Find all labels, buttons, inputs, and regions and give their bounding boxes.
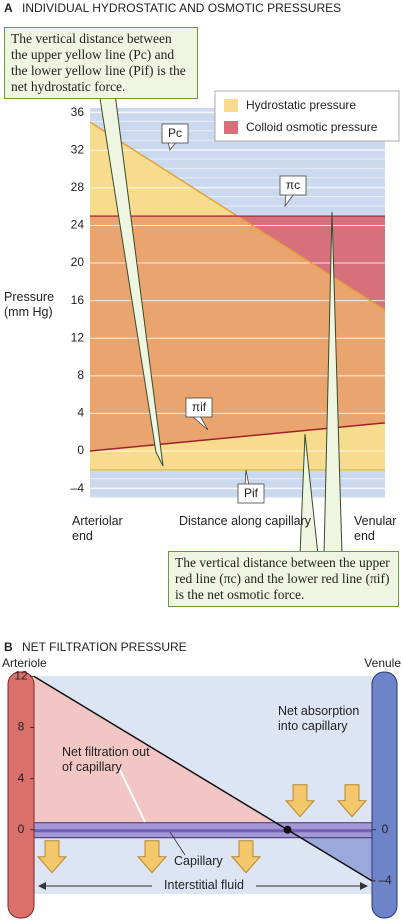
net-pressure-line xyxy=(33,675,373,882)
y-tick-label: 32 xyxy=(71,142,85,156)
y-tick-label: 4 xyxy=(77,406,84,420)
y-tick-label: 12 xyxy=(71,330,85,344)
flow-arrow xyxy=(136,840,168,874)
chart-title: INDIVIDUAL HYDROSTATIC AND OSMOTIC PRESS… xyxy=(22,1,341,15)
label-bg xyxy=(152,878,256,894)
callout: The vertical distance between the upper … xyxy=(168,551,399,607)
annotation: Net absorption into capillary xyxy=(278,704,360,733)
label-box xyxy=(279,175,307,196)
y-tick-label: 0 xyxy=(77,443,84,457)
legend-swatch xyxy=(224,99,238,112)
callout: The vertical distance between the upper … xyxy=(4,27,198,99)
y-tick-label: 24 xyxy=(71,218,85,232)
series-label: πif xyxy=(192,400,207,414)
y-tick-label: –4 xyxy=(71,481,85,495)
y-axis-label: Pressure (mm Hg) xyxy=(4,290,55,319)
y-tick-label: 16 xyxy=(71,293,85,307)
legend-label: Hydrostatic pressure xyxy=(246,98,356,112)
leader xyxy=(119,769,146,823)
panel-letter: B xyxy=(4,640,13,654)
y-tick-label: 8 xyxy=(77,368,84,382)
flow-arrow xyxy=(36,840,68,874)
y-tick-label: 12 xyxy=(14,669,28,683)
series-label: πc xyxy=(286,178,300,192)
x-axis-label: Distance along capillary xyxy=(178,514,311,528)
x-category-label: Arteriolar end xyxy=(72,514,123,543)
series-label: Pc xyxy=(168,126,182,140)
y-tick-label: 4 xyxy=(18,771,25,785)
annotation: Capillary xyxy=(174,854,223,868)
legend-label: Colloid osmotic pressure xyxy=(246,120,378,134)
vessel-label: Arteriole xyxy=(2,656,47,670)
y-tick-label: 28 xyxy=(71,180,85,194)
y-tick-label: 0 xyxy=(18,822,25,836)
annotation: Interstitial fluid xyxy=(164,878,244,892)
flow-arrow xyxy=(336,784,368,818)
x-category-label: Venular end xyxy=(354,514,397,543)
flow-arrow xyxy=(230,840,262,874)
y-tick-label: 8 xyxy=(18,720,25,734)
y2-tick-label: –4 xyxy=(378,873,392,887)
vessel-label: Venule xyxy=(364,656,401,670)
chart-title: NET FILTRATION PRESSURE xyxy=(22,640,187,654)
annotation: Net filtration out of capillary xyxy=(62,745,150,774)
y2-tick-label: 0 xyxy=(382,822,389,836)
y-tick-label: 36 xyxy=(71,105,85,119)
legend-box xyxy=(214,90,400,142)
flow-arrow xyxy=(284,784,316,818)
arrowhead xyxy=(38,882,46,890)
arrowhead xyxy=(360,882,368,890)
label-box xyxy=(185,397,213,418)
leader xyxy=(169,831,186,856)
label-box xyxy=(161,123,189,144)
venule xyxy=(371,671,398,919)
panel-letter: A xyxy=(4,1,13,15)
legend-swatch xyxy=(224,121,238,134)
series-label: Pif xyxy=(244,486,259,500)
overlap-area xyxy=(90,216,385,452)
zero-crossing xyxy=(283,825,292,834)
y-tick-label: 20 xyxy=(71,255,85,269)
arteriole xyxy=(7,671,35,919)
label-box xyxy=(237,483,265,504)
